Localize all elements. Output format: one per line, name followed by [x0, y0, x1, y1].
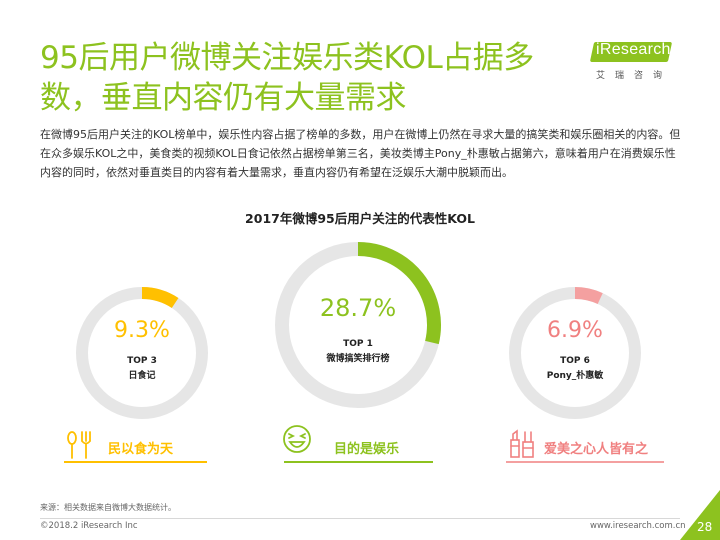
page-number: 28	[697, 520, 713, 534]
iresearch-logo: iResearch 艾瑞咨询	[586, 40, 682, 82]
donut-1-percent: 9.3%	[114, 318, 170, 343]
page-title: 95后用户微博关注娱乐类KOL占据多 数，垂直内容仍有大量需求	[40, 38, 580, 118]
donut-2	[275, 242, 441, 408]
donut-3-name: Pony_朴惠敏	[546, 371, 604, 381]
website-url: www.iresearch.com.cn	[590, 521, 686, 531]
donut-3-track	[509, 287, 641, 419]
logo-subtitle: 艾瑞咨询	[596, 71, 673, 81]
donut-1	[76, 287, 208, 419]
title-line-1: 95后用户微博关注娱乐类KOL占据多	[40, 40, 534, 76]
footer-divider	[40, 518, 680, 519]
laughing-face-icon	[283, 425, 311, 453]
donut-3-rank: TOP 6	[560, 356, 590, 366]
tagline-1: 民以食为天	[108, 442, 174, 457]
donut-2-arc	[357, 242, 441, 345]
donut-3-percent: 6.9%	[547, 318, 603, 343]
donut-2-rank: TOP 1	[343, 339, 373, 349]
intro-paragraph: 在微博95后用户关注的KOL榜单中，娱乐性内容占据了榜单的多数，用户在微博上仍然…	[40, 128, 681, 179]
source-note: 来源：相关数据来自微博大数据统计。	[40, 503, 176, 512]
utensils-icon	[67, 431, 91, 459]
donut-2-name: 微博搞笑排行榜	[326, 354, 390, 364]
copyright: ©2018.2 iResearch Inc	[40, 521, 138, 531]
donut-1-track	[76, 287, 208, 419]
donut-1-name: 日食记	[128, 371, 156, 381]
donut-2-percent: 28.7%	[319, 294, 397, 322]
tagline-3: 爱美之心人皆有之	[544, 442, 649, 457]
donut-3	[509, 287, 641, 419]
donut-1-arc	[141, 287, 179, 309]
tagline-2: 目的是娱乐	[334, 442, 400, 457]
makeup-icon	[510, 429, 534, 458]
donut-3-arc	[574, 287, 603, 305]
donut-1-rank: TOP 3	[127, 356, 157, 366]
logo-text: iResearch	[596, 41, 671, 58]
title-line-2: 数，垂直内容仍有大量需求	[40, 80, 407, 116]
page-corner-triangle	[680, 490, 720, 540]
chart-title: 2017年微博95后用户关注的代表性KOL	[245, 211, 475, 226]
